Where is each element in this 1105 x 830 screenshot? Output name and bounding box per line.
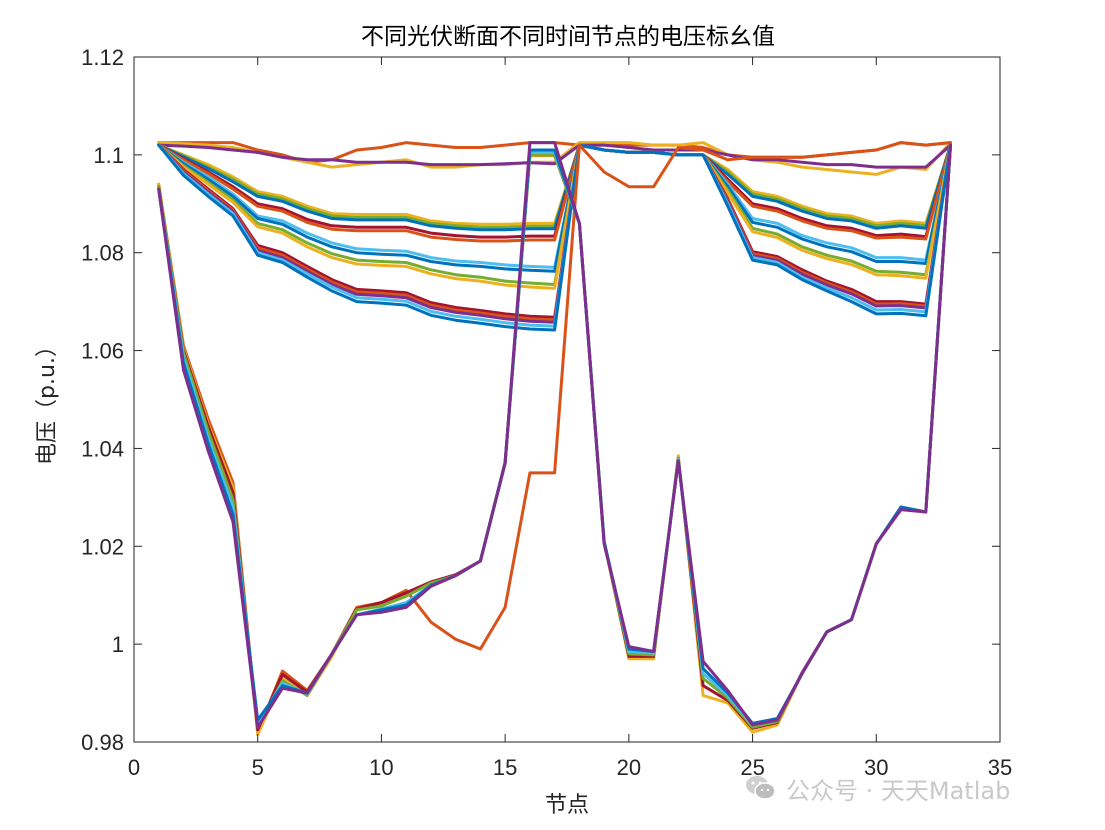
plot-area — [134, 57, 1000, 742]
x-axis-ticks: 0 5 10 15 20 25 30 35 — [128, 57, 1012, 780]
x-tick-label-25: 25 — [740, 755, 764, 780]
series-line-10 — [157, 143, 952, 273]
axes-box — [133, 56, 1001, 743]
series-line-8 — [157, 143, 952, 243]
y-tick-label-1.04: 1.04 — [81, 436, 124, 461]
x-tick-label-30: 30 — [864, 755, 888, 780]
series-layer — [157, 141, 952, 737]
watermark-text: 公众号 · 天天Matlab — [786, 776, 1011, 805]
x-tick-label-15: 15 — [493, 755, 517, 780]
wechat-logo-icon — [746, 776, 776, 800]
x-axis-label: 节点 — [545, 793, 589, 818]
series-line-24 — [157, 141, 952, 729]
series-line-12 — [157, 143, 952, 290]
y-axis-ticks: 0.98 1 1.02 1.04 1.06 1.08 1.1 1.12 — [81, 45, 1000, 755]
series-line-3 — [157, 143, 952, 169]
y-tick-label-1.02: 1.02 — [81, 534, 124, 559]
y-tick-label-1.1: 1.1 — [93, 143, 124, 168]
x-tick-label-0: 0 — [128, 755, 140, 780]
y-axis-label: 电压（p.u.） — [35, 335, 60, 465]
x-tick-label-35: 35 — [988, 755, 1012, 780]
series-line-17 — [157, 143, 952, 332]
x-tick-label-20: 20 — [617, 755, 641, 780]
y-tick-label-1.12: 1.12 — [81, 45, 124, 70]
chart-title: 不同光伏断面不同时间节点的电压标幺值 — [361, 24, 775, 50]
y-tick-label-0.98: 0.98 — [81, 730, 124, 755]
x-tick-label-10: 10 — [369, 755, 393, 780]
y-tick-label-1: 1 — [112, 632, 124, 657]
x-tick-label-5: 5 — [252, 755, 264, 780]
watermark: 公众号 · 天天Matlab — [744, 770, 1010, 806]
y-tick-label-1.08: 1.08 — [81, 241, 124, 266]
y-tick-label-1.06: 1.06 — [81, 339, 124, 364]
series-line-18 — [157, 141, 952, 734]
series-line-6 — [157, 143, 952, 232]
